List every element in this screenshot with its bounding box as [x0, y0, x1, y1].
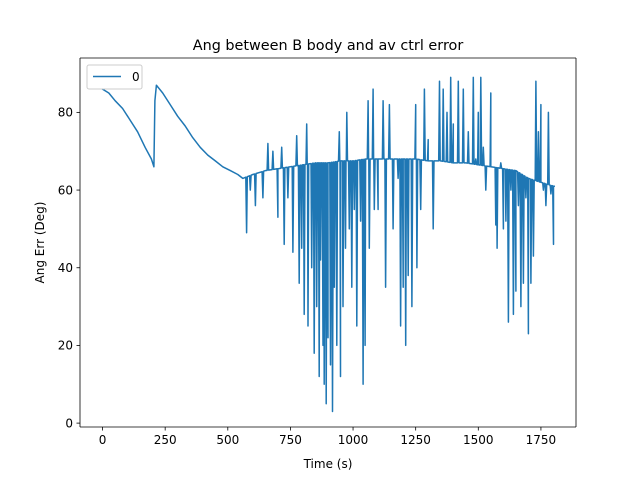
x-axis-ticks: 0 250 500 750 1000 1250 1500 1750	[99, 427, 556, 447]
y-tick-label: 80	[58, 106, 73, 120]
series-line-0	[101, 76, 555, 413]
y-tick-label: 60	[58, 183, 73, 197]
x-tick-label: 1250	[400, 433, 431, 447]
y-tick-label: 40	[58, 261, 73, 275]
x-tick-label: 1000	[338, 433, 369, 447]
x-tick-label: 1500	[463, 433, 494, 447]
x-tick-label: 750	[279, 433, 302, 447]
y-tick-label: 0	[65, 416, 73, 430]
legend: 0	[86, 64, 143, 90]
chart-title: Ang between B body and av ctrl error	[193, 38, 464, 54]
y-tick-label: 20	[58, 339, 73, 353]
y-axis-label: Ang Err (Deg)	[33, 202, 47, 284]
x-tick-label: 250	[154, 433, 177, 447]
axes-frame	[79, 57, 577, 428]
x-axis-label: Time (s)	[303, 457, 353, 471]
x-tick-label: 1750	[526, 433, 557, 447]
plot-lines	[101, 76, 555, 413]
legend-label-0: 0	[132, 70, 140, 84]
x-tick-label: 0	[99, 433, 107, 447]
y-axis-ticks: 0 20 40 60 80	[58, 106, 80, 430]
x-tick-label: 500	[216, 433, 239, 447]
